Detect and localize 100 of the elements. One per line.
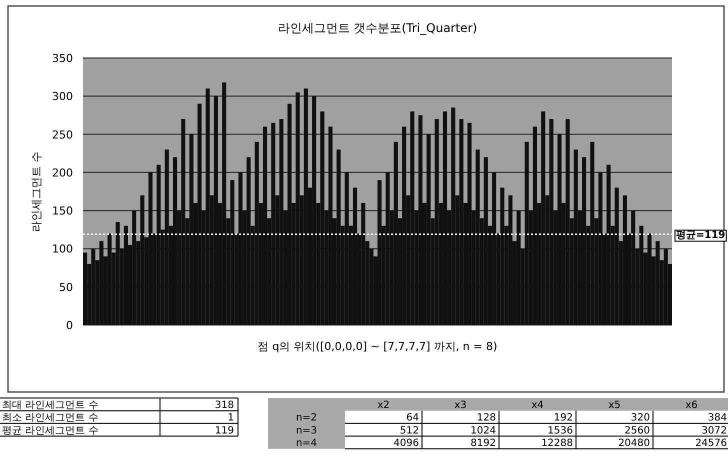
bar	[312, 96, 316, 325]
bar	[394, 142, 398, 325]
bar	[116, 222, 120, 325]
bar	[582, 157, 586, 325]
text: 8192	[470, 438, 496, 450]
bar	[664, 248, 668, 325]
text: x6	[685, 400, 698, 411]
text: 318	[214, 400, 234, 411]
text: 64	[406, 412, 419, 424]
bar	[91, 248, 96, 325]
y-tick-label: 300	[52, 90, 73, 104]
bar	[238, 172, 243, 325]
bar	[549, 119, 554, 325]
bar	[647, 233, 652, 325]
bar	[230, 180, 234, 325]
bar	[614, 188, 619, 325]
bar	[426, 134, 431, 325]
bar	[606, 164, 611, 325]
bar	[402, 126, 406, 325]
text: 1	[228, 412, 234, 424]
bar	[164, 150, 169, 325]
y-tick-label: 150	[52, 204, 73, 218]
x-axis-title: 점 q의 위치([0,0,0,0] ~ [7,7,7,7] 까지, n = 8)	[258, 340, 498, 353]
text: x5	[608, 400, 621, 411]
text: 384	[708, 412, 727, 424]
bar	[288, 104, 292, 325]
bar	[206, 88, 210, 325]
bar	[99, 241, 104, 325]
bar	[124, 226, 128, 325]
bar	[214, 96, 218, 325]
bar	[524, 142, 529, 325]
bar	[181, 119, 186, 325]
text: 최소 라인세그먼트 수	[2, 412, 98, 424]
bar	[296, 92, 300, 325]
bar	[557, 134, 562, 325]
text: 128	[476, 412, 496, 424]
y-tick-label: 250	[52, 128, 73, 142]
bar	[361, 202, 366, 325]
text: x2	[377, 400, 390, 411]
bar	[132, 210, 136, 325]
text: n=3	[296, 425, 318, 436]
text: x3	[454, 400, 467, 411]
bar	[532, 126, 538, 325]
bar	[656, 241, 660, 325]
bar	[516, 210, 521, 325]
bar	[590, 142, 594, 325]
bar	[279, 119, 284, 325]
bar	[476, 150, 480, 325]
text: 512	[400, 425, 419, 436]
bar	[639, 226, 644, 325]
bar	[254, 142, 259, 325]
y-tick-label: 350	[52, 52, 73, 65]
text: 320	[630, 412, 650, 424]
bar	[459, 119, 464, 325]
text: x4	[531, 400, 544, 411]
bar	[598, 172, 602, 325]
text: 1024	[470, 425, 496, 436]
bar	[198, 104, 202, 325]
text: 12288	[541, 438, 573, 450]
y-tick-label: 0	[66, 319, 73, 332]
bar	[434, 119, 439, 325]
bar	[304, 88, 308, 325]
text: 192	[554, 412, 573, 424]
bar	[148, 172, 153, 325]
bar	[492, 172, 496, 325]
bar	[222, 82, 226, 325]
bar	[262, 126, 268, 325]
text: 4096	[394, 438, 419, 450]
bar	[336, 150, 341, 325]
text: 1536	[548, 425, 573, 436]
text: 24576	[695, 438, 727, 450]
bar	[344, 172, 349, 325]
y-axis-title: 라인세그먼트 수	[30, 151, 43, 232]
text: 최대 라인세그먼트 수	[2, 400, 98, 411]
bar	[622, 195, 628, 325]
bar	[386, 172, 390, 325]
bar	[320, 111, 324, 325]
y-tick-label: 200	[52, 166, 73, 180]
bar	[83, 252, 88, 325]
bar	[631, 210, 636, 325]
bar	[418, 115, 422, 325]
bar	[246, 157, 251, 325]
bar	[140, 195, 144, 325]
bar	[352, 188, 358, 325]
bar	[271, 122, 276, 325]
text: 3072	[702, 425, 727, 436]
bar	[574, 150, 578, 325]
text: n=4	[296, 438, 318, 450]
bar	[484, 157, 488, 325]
y-tick-label: 50	[59, 280, 73, 294]
chart-title: 라인세그먼트 갯수분포(Tri_Quarter)	[278, 21, 478, 35]
text: 2560	[624, 425, 650, 436]
bar	[172, 157, 178, 325]
bar	[500, 188, 504, 325]
bar	[156, 164, 161, 325]
text: n=2	[296, 412, 318, 424]
bar	[189, 134, 194, 325]
bar	[467, 122, 472, 325]
bar	[378, 180, 382, 325]
bar	[451, 108, 456, 325]
